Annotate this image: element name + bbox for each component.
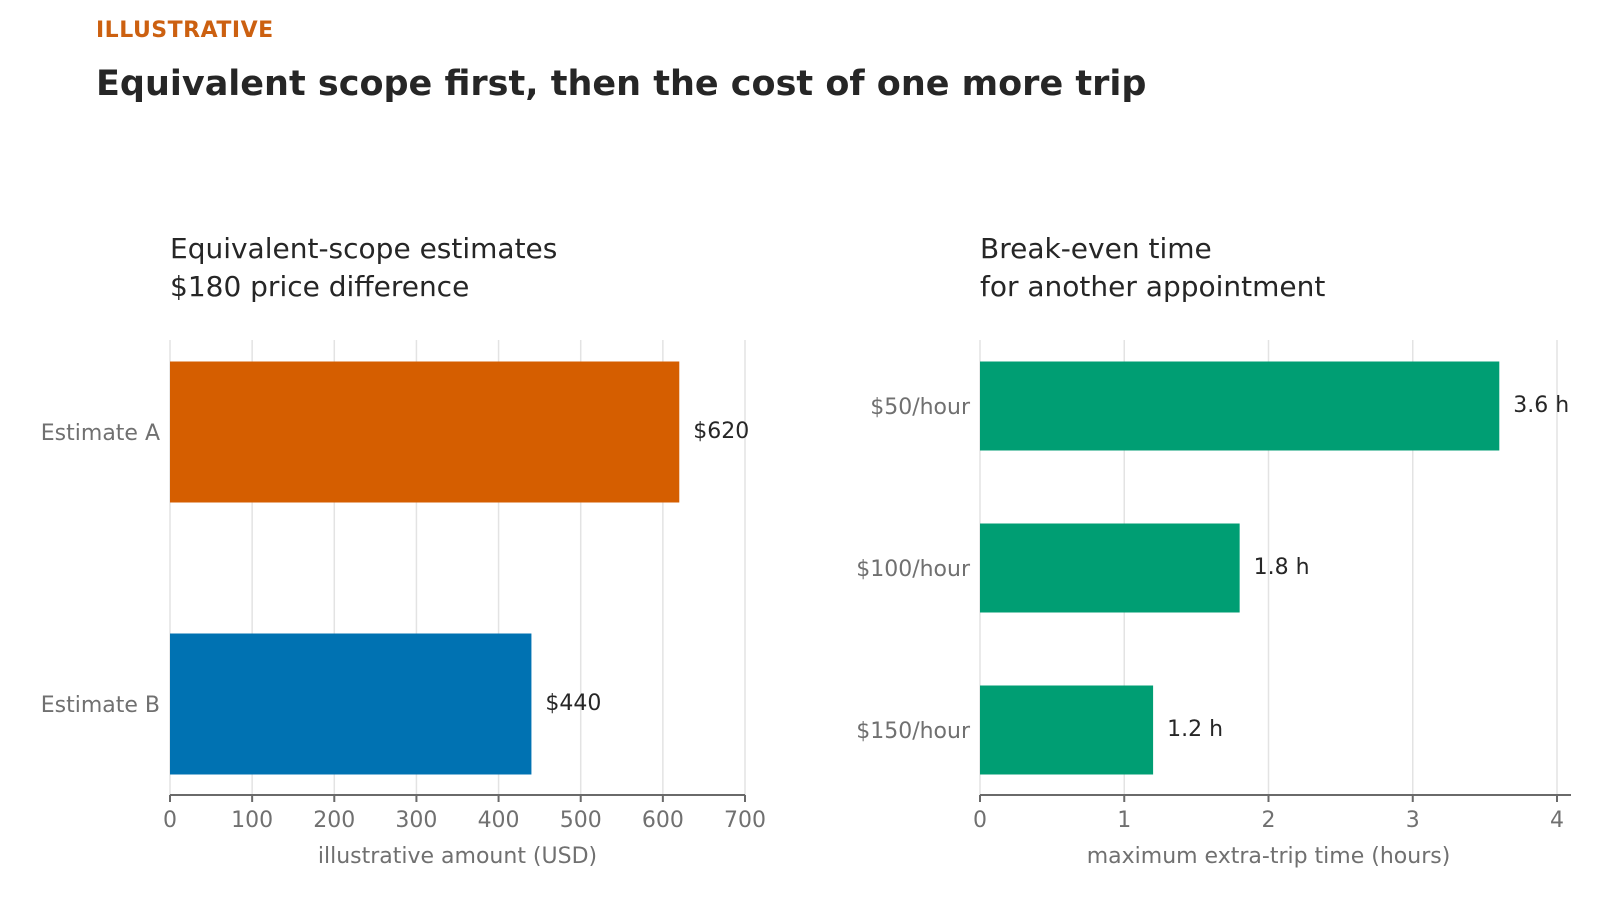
category-label: Estimate A — [41, 421, 160, 446]
data-label: 1.2 h — [1167, 717, 1223, 742]
x-tick-label: 4 — [1550, 808, 1564, 833]
x-tick-label: 2 — [1262, 808, 1276, 833]
chart-title: Equivalent-scope estimates — [170, 232, 557, 265]
x-axis-label: maximum extra-trip time (hours) — [1087, 844, 1451, 869]
bar-estimate-b — [170, 633, 532, 775]
category-label: $150/hour — [856, 719, 971, 744]
bar--50-hour — [980, 361, 1500, 451]
x-tick-label: 0 — [163, 808, 177, 833]
x-tick-label: 0 — [973, 808, 987, 833]
category-label: Estimate B — [41, 693, 160, 718]
x-tick-label: 600 — [642, 808, 684, 833]
x-tick-label: 500 — [560, 808, 602, 833]
kicker-label: ILLUSTRATIVE — [96, 18, 274, 43]
x-tick-label: 3 — [1406, 808, 1420, 833]
data-label: 3.6 h — [1513, 393, 1569, 418]
x-tick-label: 100 — [231, 808, 273, 833]
x-tick-label: 1 — [1117, 808, 1131, 833]
x-tick-label: 200 — [313, 808, 355, 833]
data-label: $620 — [693, 419, 749, 444]
bar--100-hour — [980, 523, 1240, 613]
chart-title: for another appointment — [980, 270, 1325, 303]
x-tick-label: 300 — [395, 808, 437, 833]
x-tick-label: 400 — [478, 808, 520, 833]
x-tick-label: 700 — [724, 808, 766, 833]
x-axis-label: illustrative amount (USD) — [318, 844, 597, 869]
bar--150-hour — [980, 685, 1154, 775]
category-label: $50/hour — [870, 395, 971, 420]
chart-title: Break-even time — [980, 232, 1212, 265]
chart-title: $180 price difference — [170, 270, 469, 303]
page-title: Equivalent scope first, then the cost of… — [96, 64, 1147, 104]
data-label: $440 — [545, 691, 601, 716]
data-label: 1.8 h — [1254, 555, 1310, 580]
category-label: $100/hour — [856, 557, 971, 582]
bar-estimate-a — [170, 361, 680, 503]
